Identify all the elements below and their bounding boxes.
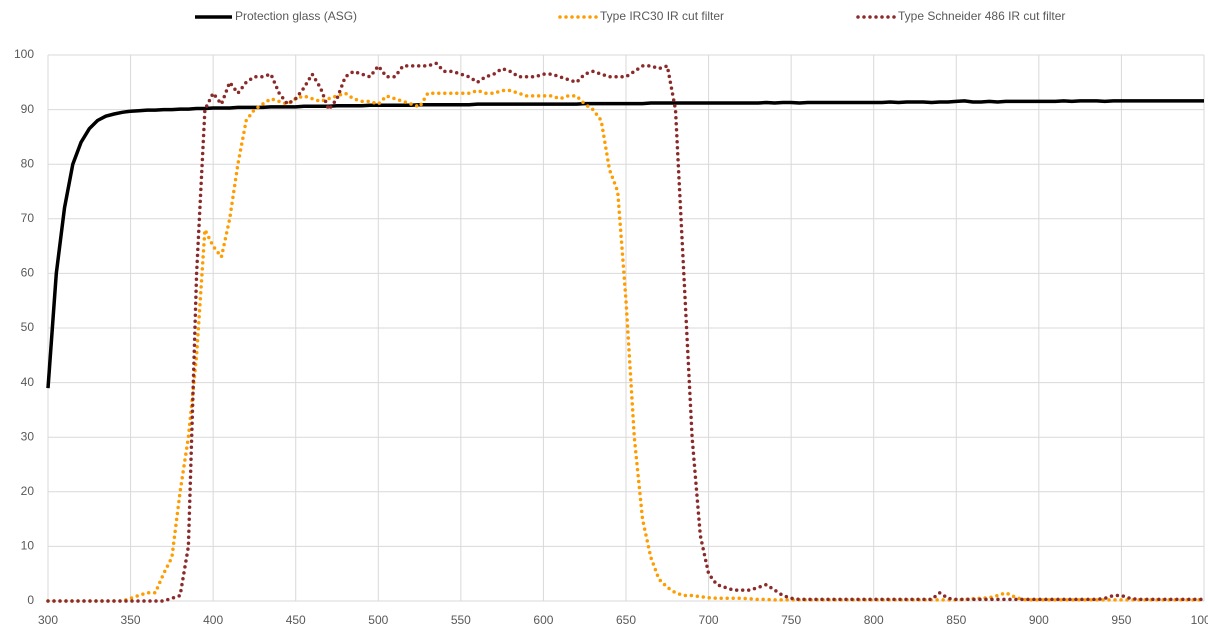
- y-tick-label: 40: [21, 375, 35, 389]
- y-tick-label: 80: [21, 156, 35, 170]
- y-tick-label: 70: [21, 211, 35, 225]
- legend-label: Type IRC30 IR cut filter: [600, 9, 724, 23]
- y-tick-label: 90: [21, 102, 35, 116]
- x-tick-label: 550: [451, 613, 471, 627]
- y-tick-label: 100: [14, 47, 34, 61]
- x-tick-label: 850: [946, 613, 966, 627]
- series-line: [46, 99, 1204, 389]
- y-tick-label: 50: [21, 320, 35, 334]
- x-tick-label: 800: [864, 613, 884, 627]
- x-tick-label: 950: [1111, 613, 1131, 627]
- x-tick-label: 350: [121, 613, 141, 627]
- legend-label: Type Schneider 486 IR cut filter: [898, 9, 1065, 23]
- x-tick-label: 650: [616, 613, 636, 627]
- y-tick-label: 30: [21, 429, 35, 443]
- legend-label: Protection glass (ASG): [235, 9, 357, 23]
- y-tick-label: 20: [21, 484, 35, 498]
- y-tick-label: 10: [21, 539, 35, 553]
- x-tick-label: 500: [368, 613, 388, 627]
- series-line: [46, 88, 1206, 603]
- x-tick-label: 1000: [1191, 613, 1208, 627]
- y-tick-label: 60: [21, 266, 35, 280]
- y-tick-label: 0: [27, 593, 34, 607]
- x-tick-label: 900: [1029, 613, 1049, 627]
- x-tick-label: 400: [203, 613, 223, 627]
- x-tick-label: 750: [781, 613, 801, 627]
- x-tick-label: 700: [699, 613, 719, 627]
- x-tick-label: 300: [38, 613, 58, 627]
- x-tick-label: 450: [286, 613, 306, 627]
- series-line: [46, 61, 1206, 603]
- x-tick-label: 600: [533, 613, 553, 627]
